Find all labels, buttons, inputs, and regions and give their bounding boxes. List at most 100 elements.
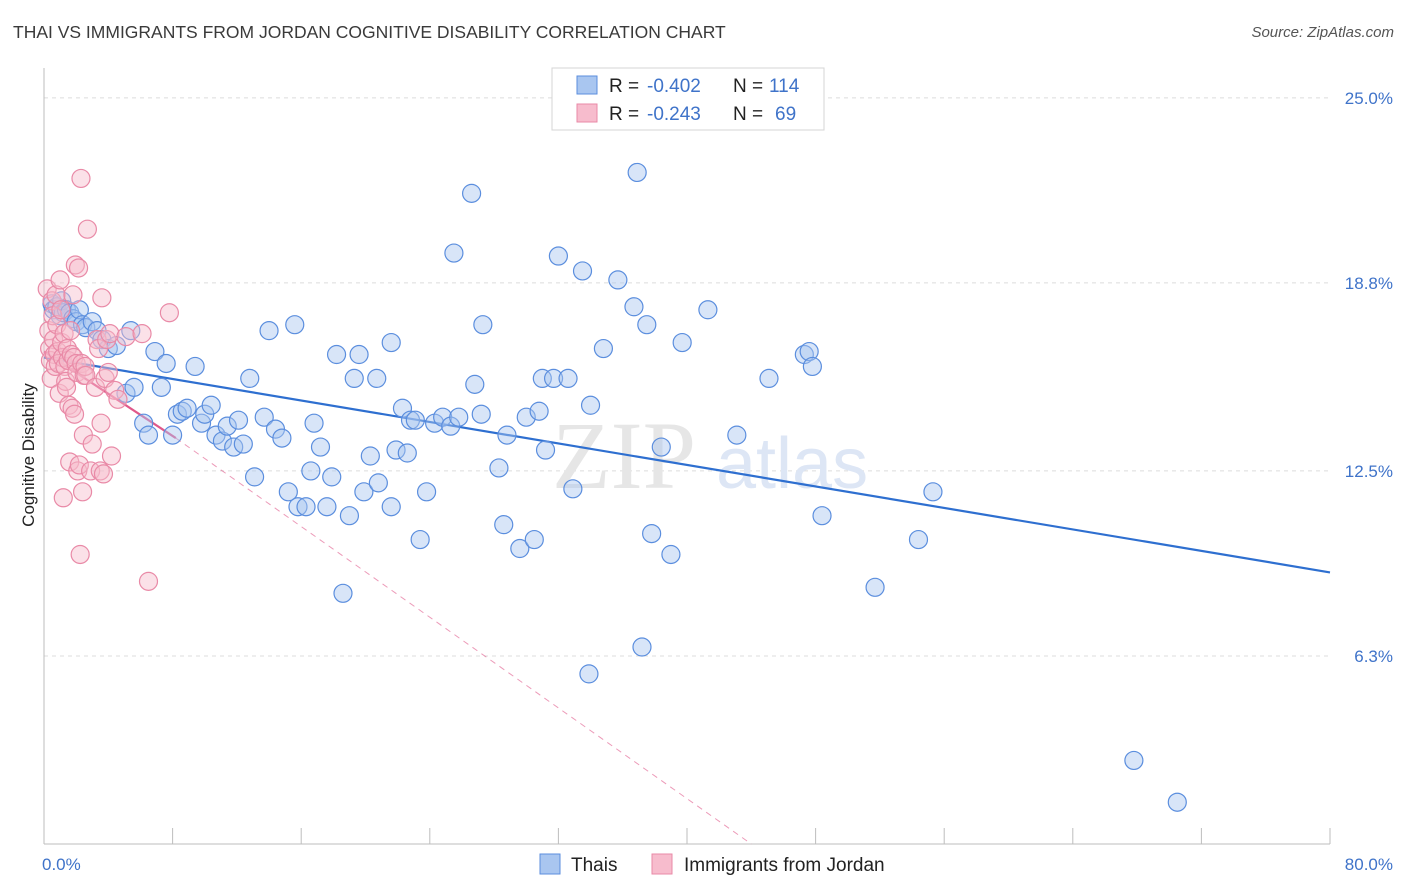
point-s0-91: [543, 368, 564, 388]
y-tick-label-1: 18.8%: [1345, 274, 1393, 293]
point-s0-46: [278, 482, 298, 502]
point-s0-57: [339, 506, 360, 526]
point-s0-29: [177, 398, 197, 418]
point-s0-103: [637, 315, 657, 335]
point-s0-93: [558, 368, 578, 388]
point-s0-107: [672, 332, 692, 353]
point-s0-62: [368, 473, 388, 493]
point-s0-82: [489, 458, 509, 478]
point-s0-51: [304, 413, 324, 433]
legend-n-value-thais: 114: [769, 76, 800, 97]
point-s1-56: [92, 288, 112, 308]
point-s1-48: [77, 219, 98, 239]
legend-n-label-thais: N =: [733, 76, 763, 97]
legend-swatch-thais: [576, 75, 598, 95]
point-s0-95: [572, 261, 593, 281]
point-s0-118: [1124, 750, 1144, 771]
point-s1-40: [70, 544, 90, 565]
point-s0-87: [524, 529, 544, 550]
point-s0-42: [254, 407, 274, 427]
point-s0-110: [759, 368, 779, 388]
y-tick-label-3: 6.3%: [1354, 647, 1393, 666]
point-s0-60: [354, 482, 374, 502]
point-s0-54: [322, 467, 342, 487]
point-s0-96: [579, 664, 599, 684]
point-s1-41: [71, 168, 91, 189]
point-s0-70: [405, 410, 425, 430]
point-s0-84: [497, 425, 517, 445]
point-s0-109: [727, 425, 747, 445]
legend-r-value-jordan: -0.243: [647, 104, 701, 125]
point-s0-47: [285, 315, 305, 335]
point-s1-68: [159, 303, 179, 323]
point-s1-39: [69, 455, 89, 475]
legend-r-label-jordan: R =: [609, 104, 639, 125]
point-s1-54: [90, 461, 110, 481]
bottom-legend-jordan: Immigrants from Jordan: [684, 855, 885, 876]
x-tick-label-1: 80.0%: [1345, 855, 1393, 874]
point-s0-77: [449, 407, 469, 427]
y-tick-label-0: 25.0%: [1345, 89, 1393, 108]
point-s0-53: [317, 497, 337, 517]
point-s1-64: [108, 389, 128, 409]
point-s0-80: [471, 404, 491, 424]
point-s0-83: [494, 515, 514, 535]
point-s0-48: [288, 497, 308, 517]
point-s0-98: [593, 338, 614, 359]
point-s1-38: [68, 258, 89, 278]
point-s0-81: [473, 315, 493, 335]
point-s1-59: [97, 330, 117, 350]
point-s0-89: [535, 440, 556, 460]
point-s0-58: [344, 368, 364, 388]
trend-extension-1: [175, 437, 752, 845]
point-s0-20: [124, 377, 144, 397]
point-s1-19: [53, 488, 73, 508]
point-s0-36: [217, 416, 237, 436]
point-s0-22: [138, 425, 159, 445]
point-s0-105: [651, 437, 671, 457]
point-s0-117: [923, 482, 943, 502]
point-s0-52: [310, 437, 331, 457]
chart-title: THAI VS IMMIGRANTS FROM JORDAN COGNITIVE…: [13, 22, 726, 42]
legend-r-label-thais: R =: [609, 76, 639, 97]
point-s0-64: [381, 497, 401, 517]
bottom-swatch-jordan: [651, 853, 673, 875]
point-s0-24: [151, 377, 171, 397]
point-s0-90: [532, 368, 552, 388]
point-s0-69: [400, 410, 421, 430]
series-legend: Thais Immigrants from Jordan: [539, 853, 885, 876]
point-s1-65: [116, 327, 136, 347]
point-s0-102: [632, 637, 652, 657]
point-s0-59: [349, 344, 369, 365]
point-s1-10: [46, 285, 66, 305]
point-s1-42: [72, 353, 92, 374]
watermark: ZIP atlas: [552, 402, 868, 509]
point-s0-21: [134, 413, 154, 433]
data-points: [37, 162, 1187, 812]
point-s0-43: [259, 321, 279, 341]
point-s1-34: [65, 255, 85, 275]
point-s0-26: [163, 425, 183, 445]
point-s1-43: [72, 482, 93, 502]
point-s0-56: [333, 583, 353, 603]
stats-legend: R = -0.402 N = 114 R = -0.243 N = 69: [551, 67, 825, 131]
point-s1-33: [64, 404, 85, 424]
point-s0-49: [296, 497, 316, 517]
point-s0-45: [272, 428, 292, 448]
point-s0-92: [548, 246, 569, 266]
point-s0-101: [627, 162, 647, 183]
point-s0-115: [865, 577, 885, 597]
point-s0-85: [510, 538, 530, 559]
point-s0-13: [82, 312, 102, 332]
point-s1-31: [63, 285, 83, 305]
point-s0-68: [397, 443, 417, 463]
trend-line-0: [43, 356, 1331, 574]
point-s1-60: [98, 362, 118, 383]
bottom-legend-thais: Thais: [571, 855, 617, 876]
y-axis-label: Cognitive Disability: [19, 383, 38, 527]
legend-n-value-jordan: 69: [775, 104, 796, 125]
point-s0-119: [1167, 792, 1187, 812]
point-s1-66: [132, 324, 152, 344]
point-s0-38: [228, 410, 249, 430]
